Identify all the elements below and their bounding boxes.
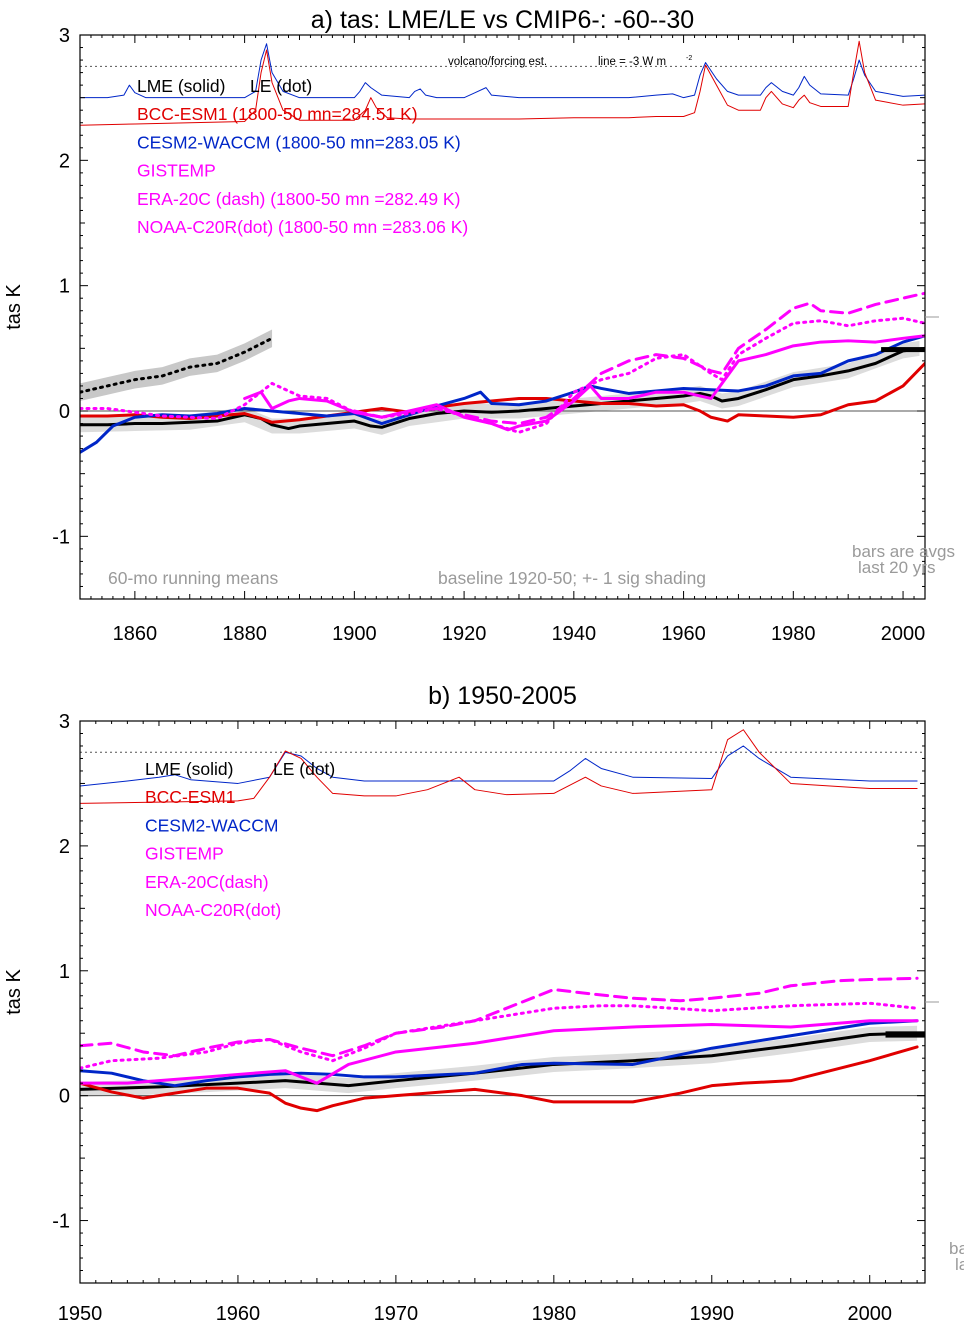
series-lme	[80, 1031, 919, 1091]
series-bcc-esm1-forcing	[80, 729, 918, 804]
chart-title: b) 1950-2005	[428, 682, 577, 710]
panel-a: a) tas: LME/LE vs CMIP6-: -60--30 tas K -1…	[3, 6, 955, 645]
legend-entry: LE (dot)	[250, 76, 312, 96]
series-cesm2-waccm	[80, 1019, 919, 1088]
bars-note-line-2: last 20 yrs	[858, 558, 935, 577]
bars-note-line-1: bars are avgs	[852, 542, 955, 561]
y-axis-label: tas K	[3, 284, 25, 330]
series-cesm2-waccm-forcing	[80, 43, 925, 99]
shading-band-0	[80, 1025, 918, 1097]
y-tick-label: 0	[59, 401, 70, 423]
chart-title: a) tas: LME/LE vs CMIP6-: -60--30	[311, 6, 694, 34]
x-tick-label: 1980	[771, 623, 816, 645]
series-cesm2-waccm	[80, 334, 925, 454]
forcing-line-label: line = -3 W m	[598, 56, 666, 68]
series-gistemp	[243, 334, 925, 432]
avg-bar-0	[885, 1031, 925, 1038]
y-tick-label: -1	[52, 1211, 70, 1233]
x-tick-label: 2000	[847, 1303, 892, 1325]
legend-entry: LME (solid)	[145, 759, 234, 779]
x-tick-label: 1920	[442, 623, 487, 645]
y-tick-label: 0	[59, 1086, 70, 1108]
panel-b: b) 1950-2005 tas K -1 0 1 2 3 1950 1960 1970 1980 1…	[3, 682, 964, 1325]
legend-entry: ERA-20C (dash) (1800-50 mn =282.49 K)	[137, 189, 460, 209]
series-cesm2-waccm-forcing	[80, 745, 918, 787]
bars-note-line-1: ba	[949, 1239, 964, 1258]
series-bcc-esm1	[80, 1045, 919, 1113]
x-tick-label: 1900	[332, 623, 377, 645]
series-bcc-esm1	[80, 361, 925, 424]
x-tick-label: 1960	[661, 623, 706, 645]
legend-entry: LME (solid)	[137, 76, 226, 96]
plot-area	[80, 40, 925, 454]
series-noaa-c20r	[80, 316, 925, 434]
x-tick-label: 1980	[532, 1303, 577, 1325]
y-tick-label: 2	[59, 836, 70, 858]
bars-note-line-2: la	[955, 1255, 964, 1274]
legend-entry: NOAA-C20R(dot)	[145, 900, 281, 920]
legend-entry: CESM2-WACCM	[145, 815, 279, 835]
x-tick-label: 2000	[881, 623, 926, 645]
series-bcc-esm1-forcing	[80, 40, 925, 126]
x-tick-label: 1950	[58, 1303, 103, 1325]
legend-entry: NOAA-C20R(dot) (1800-50 mn =283.06 K)	[137, 217, 468, 237]
shading-band-1	[80, 329, 273, 401]
legend-entry: BCC-ESM1	[145, 787, 235, 807]
volcano-forcing-label: volcano/forcing est.	[448, 56, 547, 68]
legend-entry: ERA-20C(dash)	[145, 872, 269, 892]
avg-bar-0	[881, 347, 925, 353]
series-noaa-c20r	[80, 1001, 919, 1070]
y-tick-label: 3	[59, 25, 70, 47]
y-axis-label: tas K	[3, 969, 25, 1015]
legend-entry: GISTEMP	[145, 844, 224, 864]
y-tick-label: 2	[59, 150, 70, 172]
y-tick-label: 1	[59, 276, 70, 298]
x-tick-label: 1940	[552, 623, 597, 645]
plot-area	[80, 729, 925, 1113]
running-mean-note: 60-mo running means	[108, 568, 278, 588]
legend-entry: LE (dot)	[273, 759, 335, 779]
x-tick-label: 1880	[222, 623, 267, 645]
legend-entry: CESM2-WACCM (1800-50 mn=283.05 K)	[137, 132, 461, 152]
series-gistemp	[80, 1019, 919, 1085]
y-tick-label: 1	[59, 961, 70, 983]
baseline-note: baseline 1920-50; +- 1 sig shading	[438, 568, 706, 588]
x-tick-label: 1860	[113, 623, 158, 645]
series-le	[80, 336, 274, 394]
x-tick-label: 1970	[374, 1303, 419, 1325]
y-tick-label: 3	[59, 711, 70, 733]
legend-entry: GISTEMP	[137, 161, 216, 181]
forcing-line-label-sup: -2	[686, 55, 692, 62]
y-tick-label: -1	[52, 526, 70, 548]
legend-entry: BCC-ESM1 (1800-50 mn=284.51 K)	[137, 104, 418, 124]
x-tick-label: 1960	[216, 1303, 261, 1325]
x-tick-label: 1990	[690, 1303, 735, 1325]
